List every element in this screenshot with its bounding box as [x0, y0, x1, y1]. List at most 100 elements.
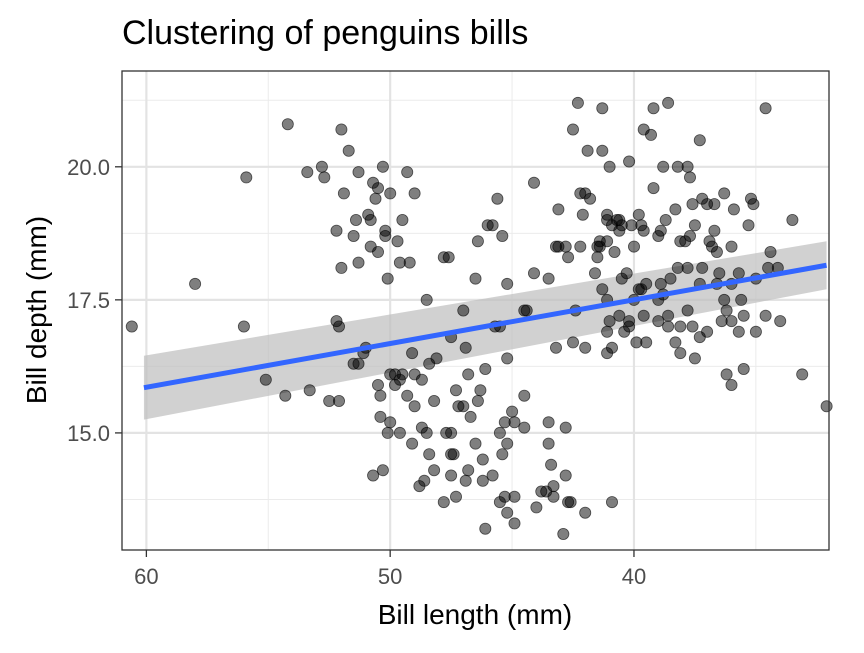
data-point — [347, 229, 360, 242]
data-point — [571, 96, 584, 109]
data-point — [259, 373, 272, 386]
y-tick-label: 15.0 — [67, 421, 110, 446]
data-point — [708, 198, 721, 211]
data-point — [237, 320, 250, 333]
data-point — [659, 213, 672, 226]
data-point — [559, 469, 572, 482]
data-point — [645, 128, 658, 141]
data-point — [459, 341, 472, 354]
data-point — [542, 416, 555, 429]
data-point — [498, 416, 511, 429]
data-point — [376, 160, 389, 173]
data-point — [459, 474, 472, 487]
data-point — [684, 229, 697, 242]
data-point — [654, 224, 667, 237]
data-point — [125, 320, 138, 333]
data-point — [681, 160, 694, 173]
data-point — [725, 315, 738, 328]
data-point — [591, 251, 604, 264]
data-point — [718, 187, 731, 200]
data-point — [367, 469, 380, 482]
data-point — [457, 304, 470, 317]
data-point — [491, 192, 504, 205]
data-point — [342, 144, 355, 157]
data-point — [596, 283, 609, 296]
data-point — [647, 102, 660, 115]
data-point — [403, 256, 416, 269]
data-point — [376, 464, 389, 477]
data-point — [628, 240, 641, 253]
data-point — [388, 378, 401, 391]
data-point — [613, 309, 626, 322]
y-axis-title: Bill depth (mm) — [21, 216, 52, 404]
data-point — [486, 219, 499, 232]
data-point — [464, 410, 477, 423]
data-point — [542, 437, 555, 450]
data-point — [352, 357, 365, 370]
data-point — [445, 426, 458, 439]
data-point — [786, 213, 799, 226]
data-point — [469, 437, 482, 450]
data-point — [528, 176, 541, 189]
data-point — [335, 123, 348, 136]
data-point — [240, 171, 253, 184]
data-point — [449, 490, 462, 503]
data-point — [669, 203, 682, 216]
data-point — [601, 347, 614, 360]
chart-title: Clustering of penguins bills — [122, 14, 528, 52]
data-point — [352, 256, 365, 269]
data-point — [708, 224, 721, 237]
axis-ticks: 60 50 40 15.0 17.5 20.0 — [67, 155, 646, 589]
data-point — [369, 192, 382, 205]
data-point — [530, 501, 543, 514]
data-point — [720, 304, 733, 317]
data-point — [601, 325, 614, 338]
data-point — [501, 277, 514, 290]
data-point — [669, 336, 682, 349]
data-point — [420, 293, 433, 306]
data-point — [701, 325, 714, 338]
data-point — [462, 368, 475, 381]
data-point — [574, 240, 587, 253]
data-point — [364, 213, 377, 226]
data-point — [713, 267, 726, 280]
panel-border — [121, 70, 830, 551]
data-point — [547, 480, 560, 493]
data-point — [681, 304, 694, 317]
data-point — [596, 144, 609, 157]
data-point — [576, 208, 589, 221]
data-point — [749, 325, 762, 338]
data-point — [657, 160, 670, 173]
data-point — [681, 261, 694, 274]
data-point — [693, 134, 706, 147]
data-point — [384, 416, 397, 429]
data-point — [710, 245, 723, 258]
data-point — [640, 277, 653, 290]
data-point — [664, 272, 677, 285]
data-point — [688, 219, 701, 232]
data-point — [557, 528, 570, 541]
data-point — [518, 389, 531, 402]
data-point — [301, 166, 314, 179]
data-point — [764, 245, 777, 258]
data-point — [686, 198, 699, 211]
data-point — [652, 315, 665, 328]
data-point — [542, 272, 555, 285]
data-point — [589, 267, 602, 280]
data-point — [391, 235, 404, 248]
data-point — [337, 187, 350, 200]
data-point — [315, 160, 328, 173]
data-point — [437, 496, 450, 509]
data-point — [718, 293, 731, 306]
data-point — [430, 352, 443, 365]
data-point — [486, 469, 499, 482]
data-point — [401, 166, 414, 179]
data-point — [559, 240, 572, 253]
data-point — [662, 96, 675, 109]
data-point — [662, 320, 675, 333]
data-point — [684, 171, 697, 184]
data-point — [493, 426, 506, 439]
data-point — [686, 320, 699, 333]
x-tick-label: 50 — [378, 564, 402, 589]
data-point — [479, 362, 492, 375]
